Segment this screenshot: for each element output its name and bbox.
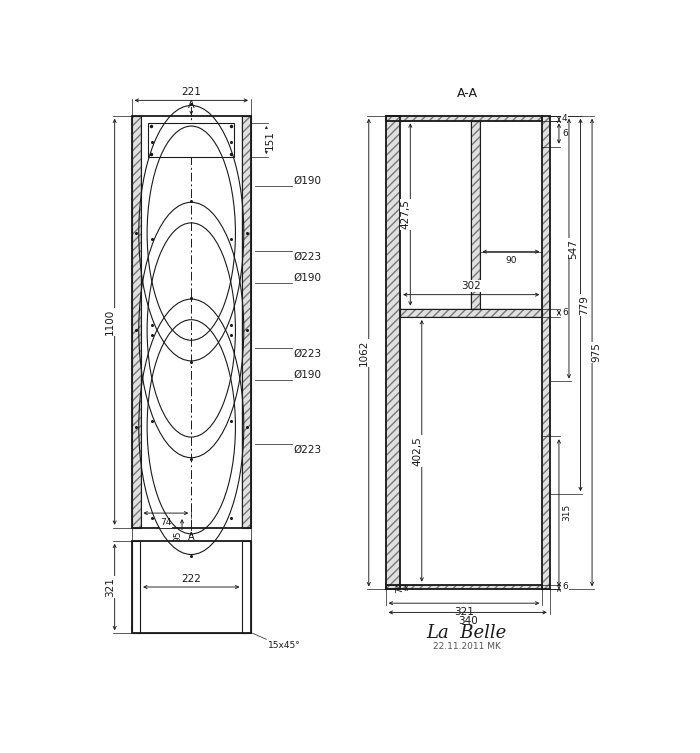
Text: Ø190: Ø190 <box>293 369 321 380</box>
Text: 547: 547 <box>568 239 578 258</box>
Bar <box>542 116 550 590</box>
Text: 1100: 1100 <box>105 309 115 335</box>
Bar <box>242 541 251 633</box>
Text: La  Belle: La Belle <box>426 624 507 642</box>
Bar <box>132 116 141 528</box>
Text: 6: 6 <box>562 308 568 317</box>
Bar <box>132 116 251 528</box>
Text: Ø190: Ø190 <box>293 175 321 186</box>
Text: 188: 188 <box>183 131 200 140</box>
Text: 74: 74 <box>160 519 172 528</box>
Text: 221: 221 <box>181 87 201 96</box>
Text: Ø223: Ø223 <box>293 349 321 358</box>
Text: 321: 321 <box>454 607 474 617</box>
Text: A-A: A-A <box>457 87 478 100</box>
Text: 402,5: 402,5 <box>412 436 422 465</box>
Bar <box>386 116 542 120</box>
Text: A: A <box>188 532 195 542</box>
Text: 302: 302 <box>461 281 481 291</box>
Text: Ø190: Ø190 <box>293 273 321 282</box>
Text: 315: 315 <box>562 505 571 521</box>
Bar <box>386 584 542 590</box>
Text: 6: 6 <box>562 583 568 591</box>
Text: 4: 4 <box>562 114 568 123</box>
Bar <box>132 541 251 633</box>
Text: Ø223: Ø223 <box>293 445 321 455</box>
Text: 1062: 1062 <box>359 340 369 366</box>
Text: 260: 260 <box>181 551 201 561</box>
Text: 118: 118 <box>200 136 218 145</box>
Bar <box>400 309 542 317</box>
Text: 222: 222 <box>181 574 201 584</box>
Text: 151: 151 <box>265 130 275 150</box>
Bar <box>132 116 141 528</box>
Bar <box>148 123 235 157</box>
Bar <box>242 541 251 633</box>
Bar <box>386 116 542 120</box>
Bar <box>400 309 542 317</box>
Text: 90: 90 <box>505 255 517 264</box>
Bar <box>542 116 550 590</box>
Bar <box>386 584 542 590</box>
Text: 427,5: 427,5 <box>400 200 411 230</box>
Text: 95: 95 <box>174 530 183 542</box>
Bar <box>386 116 400 590</box>
Text: 15x45°: 15x45° <box>268 641 300 650</box>
Bar <box>242 116 251 528</box>
Bar <box>471 120 480 309</box>
Text: 74: 74 <box>395 581 404 593</box>
Text: Ø223: Ø223 <box>293 252 321 261</box>
Bar <box>132 541 140 633</box>
Text: 779: 779 <box>580 295 589 315</box>
Text: 975: 975 <box>591 343 601 362</box>
Bar <box>471 120 480 309</box>
Bar <box>242 116 251 528</box>
Bar <box>386 116 400 590</box>
Text: 340: 340 <box>458 616 477 626</box>
Text: 22.11.2011 MK: 22.11.2011 MK <box>433 642 500 651</box>
Bar <box>132 541 140 633</box>
Text: 321: 321 <box>105 577 115 597</box>
Text: A: A <box>188 100 195 110</box>
Text: 6: 6 <box>562 129 568 138</box>
